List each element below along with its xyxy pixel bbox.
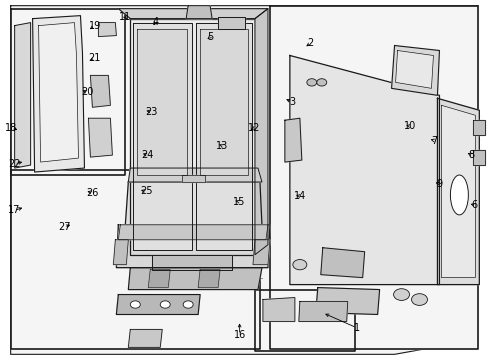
Text: 10: 10	[404, 121, 416, 131]
Polygon shape	[11, 170, 260, 349]
Circle shape	[411, 294, 427, 305]
Polygon shape	[128, 329, 162, 347]
Text: 18: 18	[5, 123, 18, 133]
Text: 4: 4	[152, 17, 159, 27]
Text: 5: 5	[207, 32, 213, 41]
Polygon shape	[128, 268, 262, 289]
Polygon shape	[128, 168, 262, 182]
Circle shape	[278, 307, 290, 316]
Circle shape	[474, 154, 482, 160]
Polygon shape	[113, 240, 128, 265]
Circle shape	[292, 260, 306, 270]
Text: 23: 23	[145, 107, 158, 117]
Polygon shape	[472, 120, 484, 135]
Text: 16: 16	[233, 330, 245, 340]
Polygon shape	[39, 23, 78, 162]
Polygon shape	[315, 288, 379, 315]
Circle shape	[160, 301, 170, 308]
Polygon shape	[98, 23, 116, 37]
Text: 13: 13	[216, 141, 228, 151]
Polygon shape	[391, 45, 439, 95]
Polygon shape	[11, 6, 477, 354]
Polygon shape	[252, 240, 269, 265]
Polygon shape	[320, 248, 364, 278]
Circle shape	[393, 289, 408, 301]
Polygon shape	[33, 15, 84, 172]
Text: 1: 1	[353, 323, 359, 333]
Polygon shape	[137, 28, 187, 175]
Text: 2: 2	[307, 38, 313, 48]
Polygon shape	[148, 270, 170, 288]
Circle shape	[326, 310, 336, 317]
Polygon shape	[298, 302, 347, 321]
Polygon shape	[133, 23, 192, 250]
Ellipse shape	[449, 175, 468, 215]
Polygon shape	[198, 270, 220, 288]
Polygon shape	[269, 6, 477, 349]
Text: 20: 20	[81, 87, 94, 97]
Polygon shape	[125, 182, 262, 225]
Circle shape	[103, 26, 111, 32]
Polygon shape	[263, 298, 294, 321]
Polygon shape	[441, 105, 474, 278]
Polygon shape	[116, 225, 269, 268]
Circle shape	[309, 308, 319, 315]
Polygon shape	[437, 98, 478, 285]
Text: 12: 12	[247, 123, 260, 133]
Text: 17: 17	[8, 206, 20, 216]
Text: 7: 7	[431, 136, 437, 145]
Text: 25: 25	[140, 186, 152, 197]
Polygon shape	[218, 17, 244, 28]
Text: 14: 14	[294, 191, 306, 201]
Text: 8: 8	[468, 150, 474, 160]
Polygon shape	[88, 118, 112, 157]
Circle shape	[316, 79, 326, 86]
Polygon shape	[15, 23, 31, 168]
Circle shape	[474, 124, 482, 130]
Circle shape	[130, 301, 140, 308]
Text: 22: 22	[8, 159, 20, 169]
Polygon shape	[254, 9, 267, 255]
Text: 11: 11	[119, 12, 131, 22]
Text: 26: 26	[86, 188, 99, 198]
Circle shape	[183, 301, 193, 308]
Text: 15: 15	[232, 197, 244, 207]
Polygon shape	[182, 175, 204, 182]
Circle shape	[265, 305, 277, 314]
Circle shape	[134, 333, 146, 342]
Polygon shape	[395, 50, 432, 88]
Polygon shape	[285, 118, 301, 162]
Text: 3: 3	[288, 97, 295, 107]
Polygon shape	[196, 23, 251, 250]
Circle shape	[306, 79, 316, 86]
Polygon shape	[11, 9, 125, 175]
Text: 21: 21	[88, 53, 101, 63]
Polygon shape	[186, 6, 212, 19]
Text: 24: 24	[141, 150, 153, 160]
Polygon shape	[152, 255, 232, 270]
Polygon shape	[118, 225, 267, 240]
Polygon shape	[90, 75, 110, 107]
Polygon shape	[130, 19, 254, 255]
Text: 9: 9	[436, 179, 442, 189]
Polygon shape	[116, 294, 200, 315]
Text: 19: 19	[88, 21, 101, 31]
Polygon shape	[118, 9, 267, 19]
Polygon shape	[254, 289, 354, 351]
Polygon shape	[472, 150, 484, 165]
Polygon shape	[200, 28, 247, 175]
Circle shape	[95, 144, 105, 152]
Text: 27: 27	[58, 222, 70, 232]
Text: 6: 6	[470, 200, 477, 210]
Polygon shape	[289, 55, 439, 285]
Circle shape	[148, 334, 156, 340]
Circle shape	[96, 125, 104, 131]
